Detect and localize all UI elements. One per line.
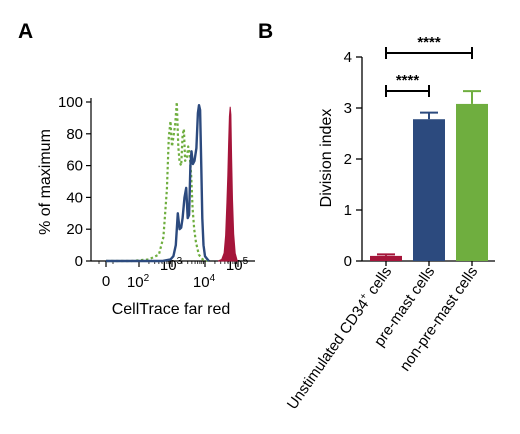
histogram-y-tick-label: 20 xyxy=(66,221,83,238)
histogram-y-tick-label: 60 xyxy=(66,158,83,175)
histogram-x-axis-title: CellTrace far red xyxy=(112,301,231,318)
histogram-x-tick-label: 0 xyxy=(102,273,110,290)
bar-y-tick-label: 2 xyxy=(344,151,352,168)
panel-a-label: A xyxy=(18,20,33,43)
histogram-y-tick-label: 0 xyxy=(75,253,83,270)
histogram-y-tick-label: 80 xyxy=(66,126,83,143)
bar-y-tick-label: 4 xyxy=(344,49,352,66)
histogram-y-tick-label: 100 xyxy=(58,94,83,111)
significance-label: **** xyxy=(417,34,441,51)
histogram-series-filled xyxy=(217,106,238,262)
bar-category-label: non-pre-mast cells xyxy=(397,264,482,375)
bar xyxy=(370,255,402,261)
histogram-series-dotted xyxy=(106,100,208,263)
significance-label: **** xyxy=(396,72,420,89)
histogram-x-tick-label: 104 xyxy=(193,273,216,291)
histogram-series-solid xyxy=(106,104,210,263)
histogram-y-tick-label: 40 xyxy=(66,189,83,206)
bar-y-tick-label: 1 xyxy=(344,202,352,219)
bar-y-tick-label: 3 xyxy=(344,100,352,117)
bar-y-tick-label: 0 xyxy=(344,253,352,270)
bar-y-axis-title: Division index xyxy=(318,109,335,208)
panel-b-label: B xyxy=(258,20,273,43)
histogram-y-axis-title: % of maximum xyxy=(37,129,54,235)
bar xyxy=(413,119,445,261)
histogram-x-tick-label: 102 xyxy=(127,273,150,291)
bar xyxy=(456,103,488,261)
